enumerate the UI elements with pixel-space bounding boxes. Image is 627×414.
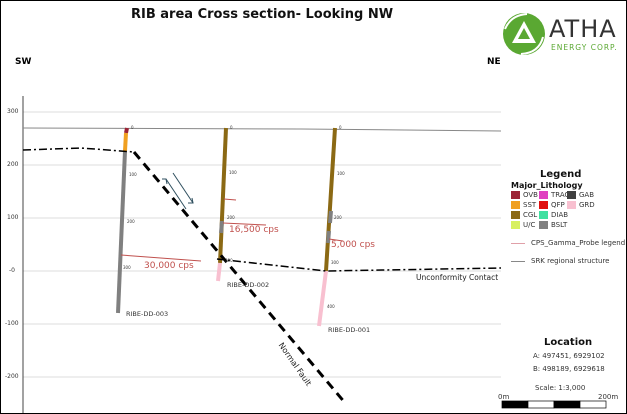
legend-line-gamma: CPS_Gamma_Probe legend — [511, 239, 625, 247]
legend-item-trac: TRAC — [539, 191, 569, 199]
depth-tick: 100 — [337, 171, 345, 176]
depth-tick: 0 — [131, 125, 134, 130]
drillhole-ribe-dd-002 — [216, 127, 267, 282]
depth-tick: 300 — [225, 258, 233, 263]
swatch — [539, 221, 548, 229]
scale-bar — [501, 400, 607, 409]
topography-line — [22, 127, 502, 132]
logo-text: ATHA — [549, 15, 617, 43]
y-tick: 100 — [7, 214, 19, 221]
y-tick: 200 — [7, 161, 19, 168]
depth-tick: 200 — [127, 219, 135, 224]
y-tick: -100 — [5, 320, 19, 327]
legend-subtitle: Major_Lithology — [511, 181, 583, 190]
depth-tick: 100 — [129, 172, 137, 177]
gamma-label-003: 30,000 cps — [144, 261, 194, 271]
swatch — [539, 201, 548, 209]
depth-tick: 100 — [229, 170, 237, 175]
legend-item-ovb: OVB — [511, 191, 538, 199]
hole-label-001: RIBE-DD-001 — [328, 326, 371, 334]
gamma-label-001: 5,000 cps — [331, 240, 375, 250]
normal-fault-line — [132, 151, 348, 405]
legend-line-srk: SRK regional structure — [511, 257, 610, 265]
unconformity-label: Unconformity Contact — [416, 273, 499, 282]
depth-tick: 400 — [327, 304, 335, 309]
swatch — [511, 211, 520, 219]
drillhole-ribe-dd-001 — [317, 127, 344, 327]
y-tick: 300 — [7, 108, 19, 115]
legend-item-diab: DIAB — [539, 211, 568, 219]
location-title: Location — [544, 337, 593, 348]
swatch — [567, 201, 576, 209]
y-tick: -200 — [5, 373, 19, 380]
depth-tick: 300 — [331, 260, 339, 265]
depth-tick: 0 — [230, 125, 233, 130]
legend-item-bslt: BSLT — [539, 221, 567, 229]
legend-item-cgl: CGL — [511, 211, 537, 219]
swatch — [511, 201, 520, 209]
scale-start: 0m — [498, 393, 510, 401]
y-tick: -0 — [9, 267, 15, 274]
swatch — [511, 221, 520, 229]
legend-item-gab: GAB — [567, 191, 594, 199]
depth-tick: 300 — [123, 265, 131, 270]
swatch — [511, 191, 520, 199]
scale-text: Scale: 1:3,000 — [535, 384, 586, 392]
unconformity-line — [22, 147, 135, 153]
grid — [23, 111, 501, 378]
logo-subtext: ENERGY CORP. — [551, 43, 618, 52]
location-a: A: 497451, 6929102 — [533, 352, 605, 360]
unconformity-line-east — [216, 258, 502, 272]
depth-tick: 200 — [227, 215, 235, 220]
legend-item-uc: U/C — [511, 221, 535, 229]
swatch — [567, 191, 576, 199]
legend-title: Legend — [540, 169, 582, 180]
swatch — [539, 191, 548, 199]
depth-tick: 200 — [334, 215, 342, 220]
logo-mark-icon — [503, 13, 545, 55]
swatch — [539, 211, 548, 219]
hole-label-003: RIBE-DD-003 — [126, 310, 169, 318]
depth-tick: 0 — [339, 125, 342, 130]
legend-item-qfp: QFP — [539, 201, 565, 209]
drillhole-ribe-dd-003 — [116, 127, 202, 314]
gamma-label-002: 16,500 cps — [229, 225, 279, 235]
direction-ne: NE — [487, 57, 501, 67]
scale-end: 200m — [598, 393, 619, 401]
hole-label-002: RIBE-DD-002 — [227, 281, 270, 289]
figure-title: RIB area Cross section- Looking NW — [131, 7, 394, 22]
legend-item-sst: SST — [511, 201, 536, 209]
fault-motion-arrows — [162, 172, 194, 210]
location-b: B: 498189, 6929618 — [533, 365, 605, 373]
legend-item-grd: GRD — [567, 201, 595, 209]
direction-sw: SW — [15, 57, 32, 67]
atha-logo — [501, 11, 547, 61]
